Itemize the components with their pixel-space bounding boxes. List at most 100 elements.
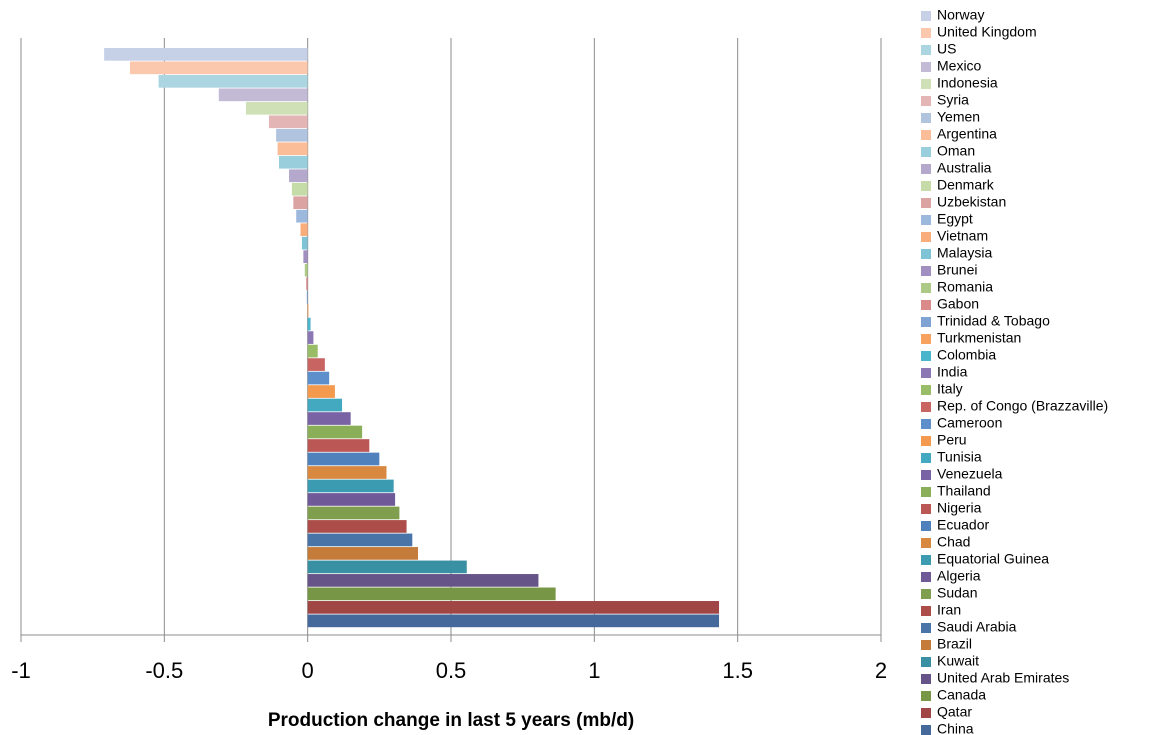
x-tick-label: -1 bbox=[11, 658, 31, 683]
legend-swatch bbox=[921, 11, 931, 21]
x-tick-label: 0.5 bbox=[436, 658, 467, 683]
bar bbox=[307, 412, 351, 425]
legend-swatch bbox=[921, 708, 931, 718]
bar bbox=[307, 574, 539, 587]
legend-swatch bbox=[921, 368, 931, 378]
bar bbox=[301, 236, 308, 250]
bar bbox=[279, 155, 308, 169]
bar bbox=[307, 533, 413, 547]
legend-label: Nigeria bbox=[937, 500, 982, 516]
legend-swatch bbox=[921, 555, 931, 565]
legend-swatch bbox=[921, 79, 931, 89]
bar bbox=[307, 317, 311, 331]
legend-label: Chad bbox=[937, 534, 970, 550]
legend-label: Malaysia bbox=[937, 245, 992, 261]
x-tick-label: -0.5 bbox=[145, 658, 183, 683]
legend-swatch bbox=[921, 402, 931, 412]
legend-swatch bbox=[921, 606, 931, 616]
legend-label: Trinidad & Tobago bbox=[937, 313, 1050, 329]
bar bbox=[307, 344, 318, 358]
legend-swatch bbox=[921, 623, 931, 633]
bar bbox=[306, 277, 308, 290]
legend-swatch bbox=[921, 436, 931, 446]
legend-label: Brunei bbox=[937, 262, 977, 278]
x-axis-title: Production change in last 5 years (mb/d) bbox=[268, 710, 634, 731]
legend-swatch bbox=[921, 487, 931, 497]
legend-label: Rep. of Congo (Brazzaville) bbox=[937, 398, 1108, 414]
bar bbox=[289, 169, 308, 183]
legend-label: Syria bbox=[937, 92, 969, 108]
legend-swatch bbox=[921, 164, 931, 174]
legend-label: Indonesia bbox=[937, 75, 998, 91]
legend-swatch bbox=[921, 674, 931, 684]
legend-label: Ecuador bbox=[937, 517, 989, 533]
legend-swatch bbox=[921, 470, 931, 480]
legend-label: China bbox=[937, 721, 974, 735]
bar bbox=[307, 371, 330, 385]
legend-swatch bbox=[921, 45, 931, 55]
legend-label: Norway bbox=[937, 7, 984, 23]
legend-swatch bbox=[921, 266, 931, 276]
bar bbox=[307, 547, 419, 560]
legend-label: Algeria bbox=[937, 568, 981, 584]
bar bbox=[307, 439, 370, 452]
bar bbox=[307, 304, 309, 317]
legend-swatch bbox=[921, 300, 931, 310]
legend-swatch bbox=[921, 130, 931, 140]
legend-label: Uzbekistan bbox=[937, 194, 1006, 210]
legend-swatch bbox=[921, 725, 931, 735]
x-tick-label: 1 bbox=[588, 658, 600, 683]
bar bbox=[307, 358, 325, 371]
legend-swatch bbox=[921, 640, 931, 650]
bar bbox=[307, 560, 467, 574]
bar bbox=[307, 398, 343, 412]
bar bbox=[307, 425, 363, 439]
bar bbox=[307, 520, 407, 533]
legend-label: Egypt bbox=[937, 211, 973, 227]
bar bbox=[268, 115, 308, 129]
legend-label: Cameroon bbox=[937, 415, 1002, 431]
legend-label: Kuwait bbox=[937, 653, 979, 669]
legend-swatch bbox=[921, 572, 931, 582]
legend-swatch bbox=[921, 419, 931, 429]
bar bbox=[296, 209, 308, 223]
bar bbox=[293, 196, 308, 210]
bar bbox=[158, 74, 308, 88]
legend-label: Venezuela bbox=[937, 466, 1003, 482]
legend-swatch bbox=[921, 147, 931, 157]
legend-label: Thailand bbox=[937, 483, 991, 499]
legend-swatch bbox=[921, 317, 931, 327]
legend-swatch bbox=[921, 181, 931, 191]
legend-swatch bbox=[921, 538, 931, 548]
bar bbox=[307, 331, 314, 344]
bar bbox=[307, 601, 720, 614]
legend-label: Tunisia bbox=[937, 449, 982, 465]
legend-label: Qatar bbox=[937, 704, 972, 720]
legend-label: Argentina bbox=[937, 126, 997, 142]
bar bbox=[307, 385, 335, 398]
bar bbox=[307, 614, 720, 628]
bar bbox=[307, 479, 394, 493]
legend-swatch bbox=[921, 96, 931, 106]
legend-label: Australia bbox=[937, 160, 992, 176]
bar bbox=[307, 587, 556, 601]
legend-label: Yemen bbox=[937, 109, 980, 125]
x-tick-label: 0 bbox=[302, 658, 314, 683]
legend-label: Oman bbox=[937, 143, 975, 159]
legend-swatch bbox=[921, 215, 931, 225]
bar bbox=[129, 61, 308, 75]
legend-swatch bbox=[921, 198, 931, 208]
legend-label: Romania bbox=[937, 279, 993, 295]
legend-swatch bbox=[921, 113, 931, 123]
legend-label: United Kingdom bbox=[937, 24, 1037, 40]
legend-label: Mexico bbox=[937, 58, 982, 74]
legend-swatch bbox=[921, 28, 931, 38]
bar bbox=[306, 290, 308, 304]
legend-label: Denmark bbox=[937, 177, 995, 193]
legend-swatch bbox=[921, 691, 931, 701]
bar bbox=[300, 223, 308, 237]
x-tick-label: 2 bbox=[875, 658, 887, 683]
legend-label: India bbox=[937, 364, 968, 380]
legend-label: Sudan bbox=[937, 585, 977, 601]
